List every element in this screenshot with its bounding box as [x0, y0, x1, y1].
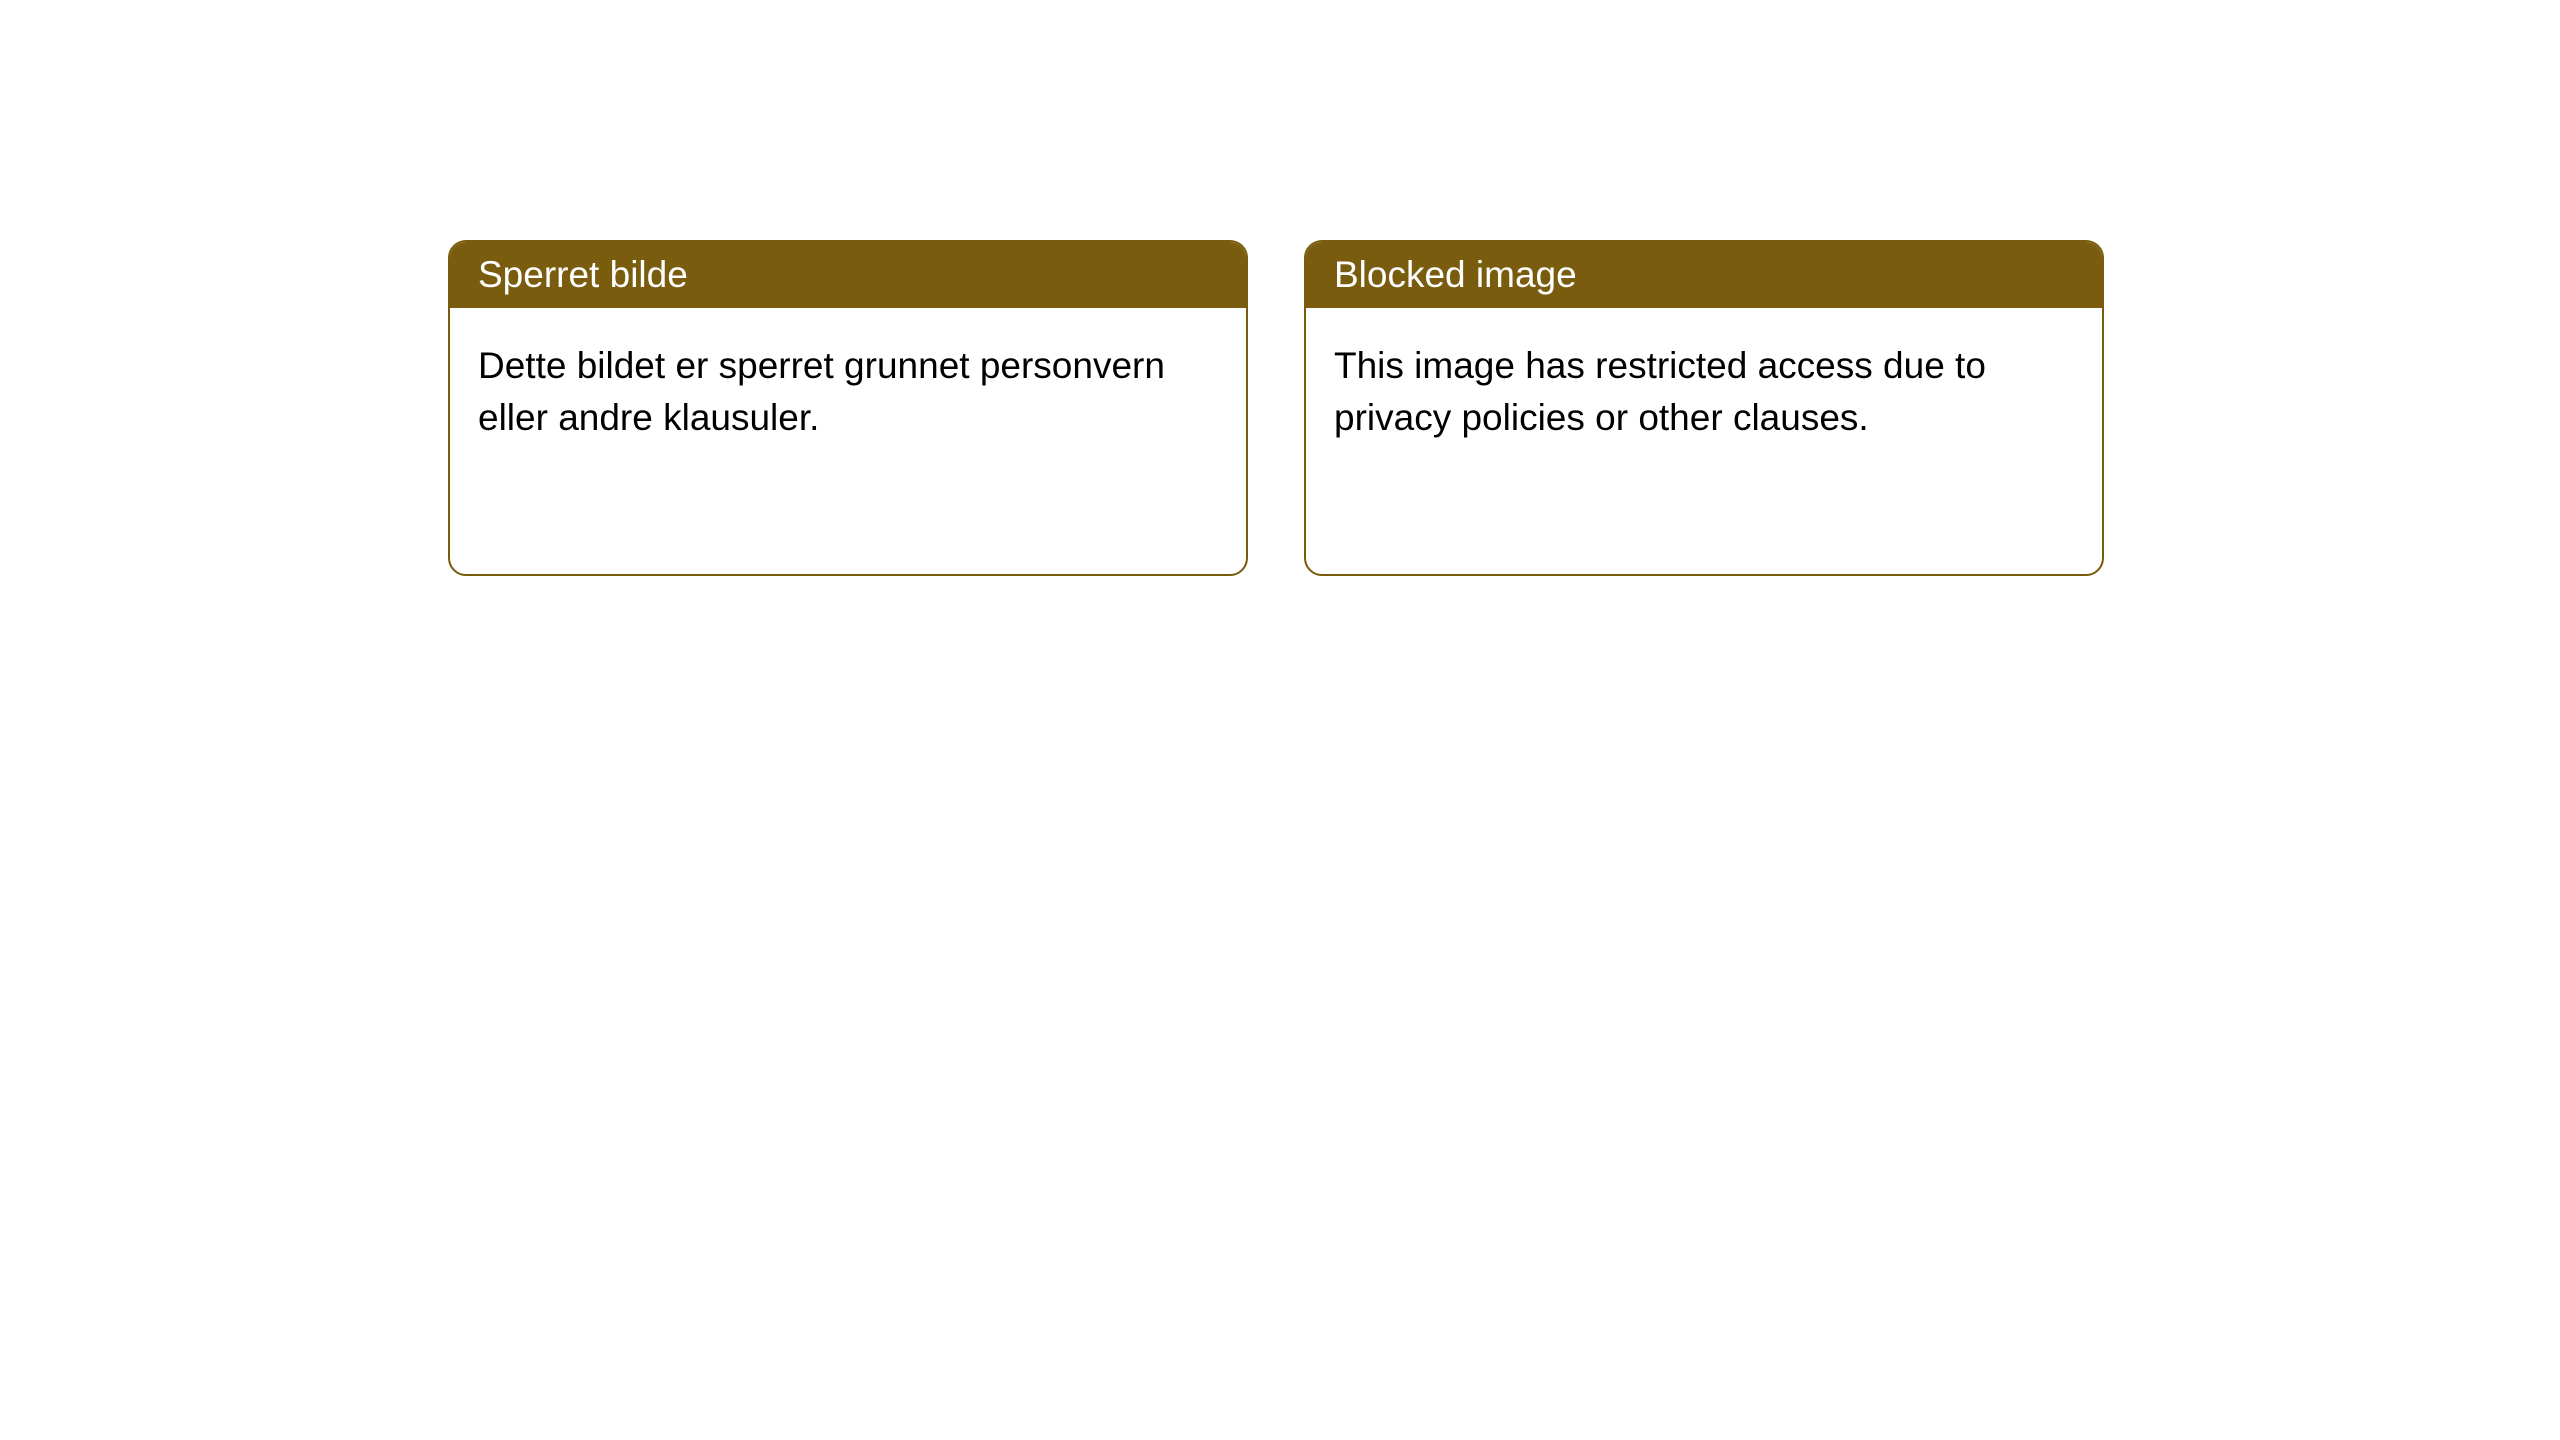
card-body-text: This image has restricted access due to … — [1334, 345, 1986, 438]
card-header: Sperret bilde — [450, 242, 1246, 308]
card-title: Sperret bilde — [478, 254, 688, 295]
card-body: This image has restricted access due to … — [1306, 308, 2102, 476]
card-body-text: Dette bildet er sperret grunnet personve… — [478, 345, 1165, 438]
blocked-image-card-no: Sperret bilde Dette bildet er sperret gr… — [448, 240, 1248, 576]
blocked-image-card-en: Blocked image This image has restricted … — [1304, 240, 2104, 576]
card-body: Dette bildet er sperret grunnet personve… — [450, 308, 1246, 476]
notice-cards-container: Sperret bilde Dette bildet er sperret gr… — [448, 240, 2104, 576]
card-title: Blocked image — [1334, 254, 1577, 295]
card-header: Blocked image — [1306, 242, 2102, 308]
